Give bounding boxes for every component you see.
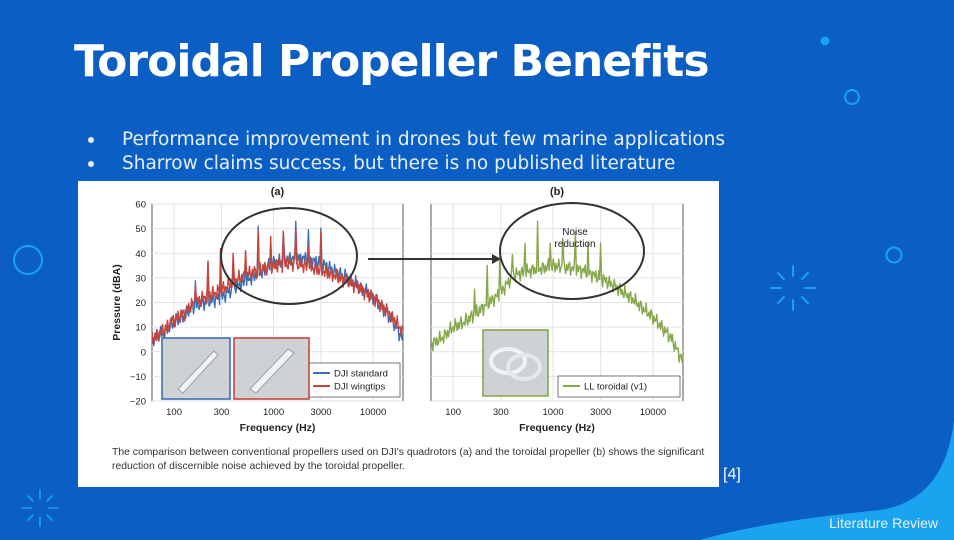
panel-label: (a): [271, 186, 285, 198]
figure-image: 60 50 40 30 20 10 0 −10 −20 100 300 1000 3000 10000 Fr…: [78, 181, 719, 487]
annotation-ellipse: [499, 202, 645, 300]
y-tick-label: 0: [141, 347, 146, 358]
legend-box: [557, 375, 681, 398]
ring-decoration: [13, 245, 43, 275]
x-tick-label: 100: [166, 407, 182, 418]
bullet-item: Sharrow claims success, but there is no …: [86, 152, 725, 176]
x-tick-label: 10000: [640, 407, 666, 418]
propeller-toroidal-icon: [506, 353, 542, 381]
legend-label: LL toroidal (v1): [584, 382, 647, 393]
series-line: [151, 227, 404, 344]
y-tick-label: 50: [135, 224, 146, 235]
propeller-wingtips-icon: [249, 348, 295, 394]
annotation-ellipse: [220, 207, 358, 305]
x-tick-label: 3000: [590, 407, 611, 418]
figure-caption: The comparison between conventional prop…: [112, 447, 705, 472]
x-axis-label: Frequency (Hz): [519, 422, 595, 434]
propeller-standard-icon: [177, 350, 219, 394]
x-tick-label: 1000: [542, 407, 563, 418]
annotation-label: Noise: [562, 227, 588, 238]
y-tick-label: 30: [135, 273, 146, 284]
legend-box: [307, 362, 401, 398]
sparkle-icon: [21, 489, 59, 527]
y-tick-label: 40: [135, 249, 146, 260]
x-tick-label: 3000: [310, 407, 331, 418]
bullet-list: Performance improvement in drones but fe…: [86, 128, 725, 176]
legend-label: DJI wingtips: [334, 382, 385, 393]
y-tick-label: 60: [135, 200, 146, 211]
footer-label: Literature Review: [829, 515, 938, 531]
x-tick-label: 10000: [360, 407, 386, 418]
series-line: [430, 220, 684, 363]
dot-decoration: [820, 36, 830, 46]
annotation-label: reduction: [554, 239, 595, 250]
x-tick-label: 100: [445, 407, 461, 418]
bullet-item: Performance improvement in drones but fe…: [86, 128, 725, 152]
y-tick-label: 20: [135, 298, 146, 309]
y-axis-label: Pressure (dBA): [111, 264, 123, 340]
reference-marker: [4]: [723, 466, 741, 483]
propeller-standard-photo: [161, 337, 231, 400]
ring-decoration: [885, 246, 903, 264]
x-axis-label: Frequency (Hz): [240, 422, 316, 434]
sparkle-icon: [770, 265, 816, 311]
arrow-head-icon: [492, 254, 501, 264]
x-tick-label: 1000: [263, 407, 284, 418]
legend-label: DJI standard: [334, 369, 388, 380]
x-tick-label: 300: [493, 407, 509, 418]
ring-decoration: [844, 89, 860, 105]
y-tick-label: −20: [130, 397, 146, 408]
y-tick-label: −10: [130, 372, 146, 383]
y-tick-label: 10: [135, 323, 146, 334]
panel-label: (b): [550, 186, 564, 198]
slide-title: Toroidal Propeller Benefits: [74, 36, 710, 87]
x-tick-label: 300: [214, 407, 230, 418]
corner-wave-shape: [700, 420, 954, 540]
